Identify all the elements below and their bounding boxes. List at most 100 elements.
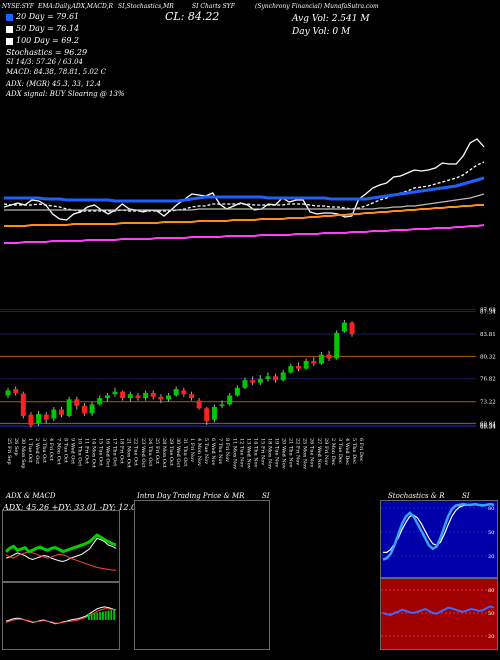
x-axis-date-label: 14 Thu Nov [252, 438, 258, 468]
macd-histogram-bar [107, 610, 110, 620]
x-axis-date-label: 7 Mon Oct [55, 438, 61, 465]
close-price: CL: 84.22 [165, 10, 220, 23]
stochastics-line: Stochastics = 96.29 [6, 48, 88, 57]
candle-body [204, 408, 210, 422]
ema-series-line [4, 176, 485, 203]
x-axis-date-label: 21 Mon Oct [126, 438, 132, 468]
macd-histogram-bar [113, 609, 115, 620]
ema20-swatch [6, 13, 13, 21]
price-level-label: 73.22 [480, 400, 496, 406]
x-axis-date-label: 22 Fri Nov [295, 438, 301, 465]
x-axis-date-label: 5 Tue Nov [203, 438, 209, 464]
candle-body [295, 366, 301, 369]
x-axis-date-label: 6 Wed Nov [210, 438, 216, 466]
candle-body [188, 394, 194, 399]
x-axis-date-label: 4 Fri Oct [48, 438, 54, 461]
x-axis-date-label: 7 Thu Nov [217, 438, 223, 465]
x-axis-date-label: 29 Tue Oct [168, 438, 174, 466]
candle-body [81, 405, 87, 414]
candle-body [51, 409, 57, 419]
candle-body [234, 387, 240, 396]
ema20-label: 20 Day = 79.61 [16, 12, 80, 21]
macd-red-line [5, 608, 117, 624]
x-axis-date-label: 4 Mon Nov [196, 438, 202, 466]
macd-histogram-bar [102, 611, 104, 620]
adx-signal-line: ADX signal: BUY Sloaring @ 13% [6, 90, 125, 98]
candle-body [219, 404, 225, 406]
candle-body [20, 393, 26, 416]
x-axis-date-label: 11 Fri Oct [83, 438, 89, 464]
ema100-swatch [6, 37, 13, 45]
candle-body [311, 360, 317, 364]
x-axis-date-label: 15 Fri Nov [259, 438, 265, 465]
stoch-scale-label: 50 [488, 530, 494, 536]
stoch-panel-si: SI [462, 492, 470, 500]
price-level-label: 69.34 [480, 425, 496, 431]
ema-series-line [4, 204, 484, 227]
avg-volume: Avg Vol: 2.541 M [292, 14, 370, 24]
candle-body [158, 396, 164, 400]
candle-body [273, 376, 279, 381]
x-axis-date-label: 14 Mon Oct [90, 438, 96, 468]
x-axis-date-label: 23 Wed Oct [140, 438, 146, 467]
x-axis-date-label: 1 Fri Nov [189, 438, 195, 462]
adx-line: ADX: (MGR) 45.3, 33, 12.4 [6, 80, 101, 88]
x-axis-date-label: 13 Wed Nov [245, 438, 251, 469]
x-axis-date-label: 25 Mon Nov [302, 438, 308, 469]
header-exchange: NYSE:SYF [2, 3, 34, 10]
macd-histogram-bar [96, 612, 99, 620]
stoch-scale-label: 80 [488, 506, 494, 512]
candle-body [74, 399, 80, 406]
adx-green-line [5, 533, 117, 554]
x-axis-date-label: 1 Tue Oct [27, 438, 33, 463]
candle-body [143, 392, 149, 399]
candle-body [89, 404, 95, 414]
candle-body [127, 394, 133, 399]
candle-body [280, 372, 286, 381]
x-axis-date-label: 24 Thu Oct [147, 438, 153, 466]
rsi-scale-label: 50 [488, 611, 494, 617]
macd-histogram-bar [110, 610, 113, 620]
header-company: (Synchrony Financial) MunafaSutra.com [255, 3, 379, 10]
candle-body [257, 378, 263, 383]
candle-body [5, 390, 11, 396]
x-axis-date-label: 2 Mon Dec [330, 438, 336, 466]
x-axis-date-label: 30 Mon Sep [20, 438, 26, 468]
intraday-panel-title: Intra Day Trading Price & MR [137, 492, 245, 500]
header-indicators-2: SI,Stochastics,MR [118, 3, 174, 10]
macd-histogram-bar [88, 614, 90, 620]
macd-histogram-bar [104, 611, 107, 620]
day-volume: Day Vol: 0 M [292, 27, 351, 37]
x-axis-date-label: 20 Wed Nov [281, 438, 287, 469]
stoch-panel-title: Stochastics & R [388, 492, 445, 500]
x-axis-date-label: 29 Fri Nov [323, 438, 329, 465]
x-axis-date-label: 30 Wed Oct [175, 438, 181, 467]
price-level-label: 76.82 [480, 377, 496, 383]
x-axis-date-label: 6 Fri Dec [358, 438, 364, 462]
adx-red-line [5, 551, 116, 571]
adx-white-line [5, 537, 117, 563]
candle-body [66, 399, 72, 416]
candle-body [341, 322, 347, 332]
x-axis-date-label: 15 Tue Oct [98, 438, 104, 466]
candle-body [334, 332, 340, 359]
x-axis-date-label: 3 Tue Dec [337, 438, 343, 464]
stoch-k-line [382, 502, 495, 561]
candle-body [112, 391, 118, 395]
x-axis-date-label: 17 Thu Oct [112, 438, 118, 466]
adx-panel [2, 510, 120, 582]
price-level-label: 83.81 [480, 332, 496, 338]
candle-body [120, 391, 126, 399]
x-axis-date-label: 19 Tue Nov [274, 438, 280, 467]
candle-body [59, 409, 65, 415]
ema50-swatch [6, 25, 13, 33]
candle-body [303, 360, 309, 369]
candle-body [242, 380, 248, 388]
candle-body [97, 398, 103, 405]
rsi-line [382, 605, 495, 617]
candle-body [288, 366, 294, 373]
rsi-scale-label: 80 [488, 588, 494, 594]
x-axis-date-label: 8 Fri Nov [224, 438, 230, 462]
ema50-label: 50 Day = 76.14 [16, 24, 80, 33]
